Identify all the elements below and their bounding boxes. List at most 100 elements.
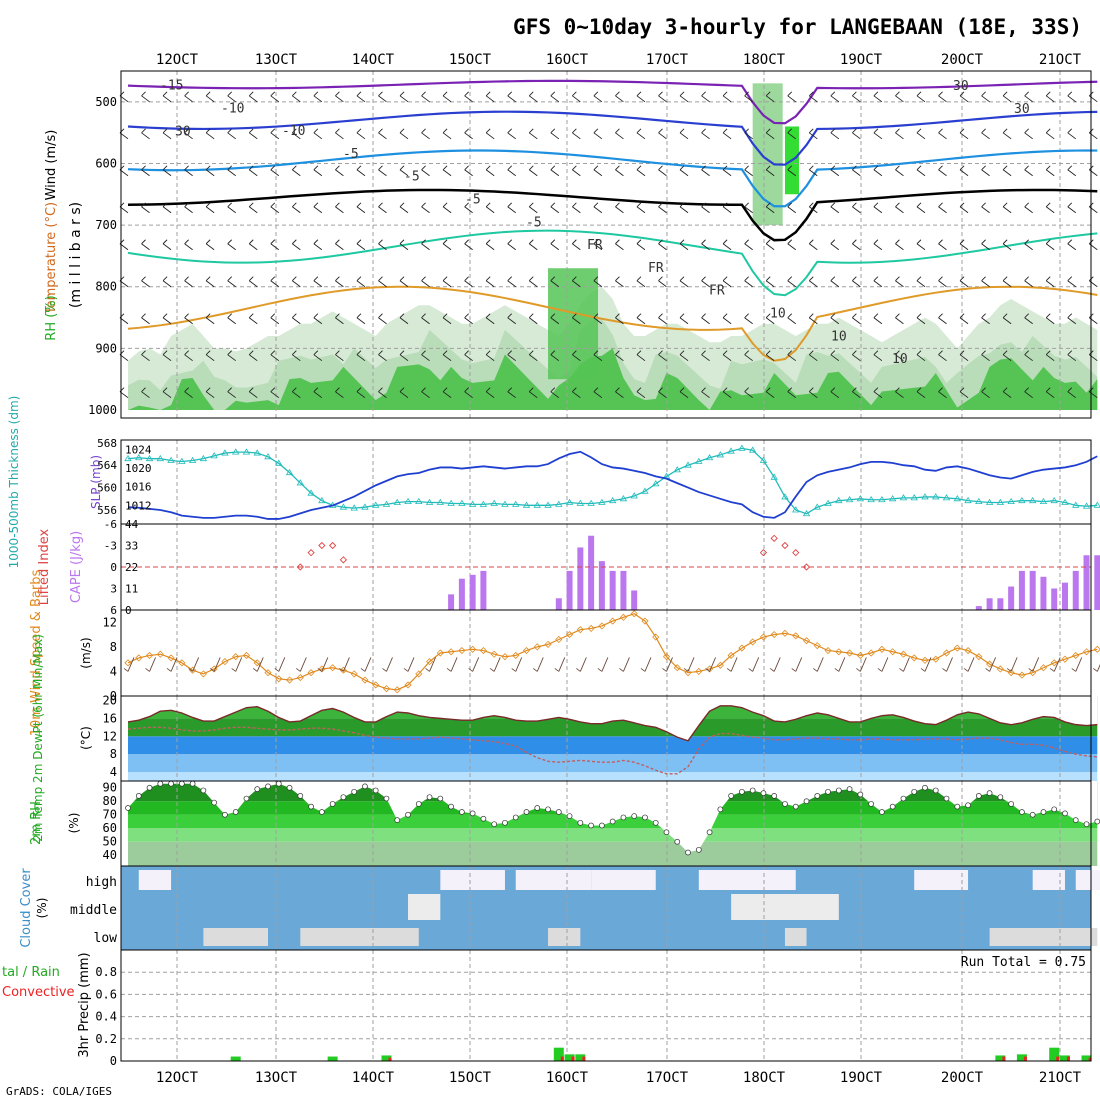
cloud-middle-block	[408, 894, 441, 920]
rh-point	[265, 783, 271, 790]
wind-speed-point	[1072, 651, 1080, 660]
wind-speed-point	[802, 637, 811, 645]
contour-label: FR	[709, 284, 725, 299]
cloud-level-label: high	[86, 875, 117, 890]
upper-wind-barb	[658, 276, 667, 288]
cloud-label: Cloud Cover	[19, 868, 34, 948]
upper-wind-barb	[421, 128, 430, 140]
upper-wind-barb	[313, 91, 323, 103]
cloud-middle-block	[774, 894, 839, 920]
wind-speed-point	[673, 664, 681, 672]
rh-point	[329, 801, 336, 807]
rh-point	[179, 780, 185, 787]
upper-wind-barb	[679, 91, 689, 103]
wind-barb	[748, 657, 760, 672]
slp-point	[253, 449, 261, 456]
rh-point	[491, 821, 498, 828]
wind-speed-point	[878, 645, 886, 653]
upper-wind-barb	[808, 128, 818, 140]
slp-point	[296, 479, 305, 486]
lifted-tick: 6	[110, 604, 117, 617]
rh-point	[631, 813, 638, 819]
upper-wind-barb	[830, 387, 840, 399]
rh-point	[771, 792, 778, 799]
upper-wind-barb	[292, 350, 301, 362]
rh-point	[426, 794, 433, 801]
cape-bar	[1008, 586, 1015, 610]
isotherm-minus10	[127, 110, 1098, 166]
upper-wind-barb	[1067, 128, 1077, 140]
rh-point	[868, 801, 874, 807]
slp-point	[533, 501, 541, 508]
upper-wind-barb	[808, 202, 818, 214]
wind-speed-point	[145, 651, 154, 660]
upper-wind-barb	[227, 313, 236, 325]
upper-wind-barb	[1024, 91, 1033, 103]
slp-point	[318, 496, 326, 504]
precip-convective-bar	[1088, 1057, 1092, 1061]
slp-point	[619, 495, 628, 502]
wind-speed-point	[964, 646, 972, 655]
cloud-low-block	[784, 928, 807, 946]
lifted-index-point	[318, 541, 326, 550]
wind-barb	[1071, 657, 1083, 672]
upper-wind-barb	[808, 239, 818, 251]
slp-point	[684, 461, 692, 468]
upper-wind-barb	[572, 202, 581, 214]
precip-tick: 0.6	[95, 987, 117, 1001]
upper-wind-barb	[658, 387, 667, 399]
rh-point	[523, 809, 530, 815]
upper-wind-barb	[593, 239, 603, 251]
wind-speed-point	[716, 661, 724, 669]
precip-convective-bar	[1023, 1056, 1027, 1061]
wind-barb	[532, 657, 544, 672]
cape-bar	[1029, 570, 1036, 610]
upper-wind-barb	[981, 202, 990, 214]
upper-wind-barb	[442, 387, 452, 399]
upper-wind-barb	[227, 128, 236, 140]
temp-tick: 4	[110, 765, 117, 779]
upper-wind-barb	[248, 202, 258, 214]
upper-y-tick: 1000	[88, 403, 117, 417]
upper-wind-barb	[679, 276, 689, 288]
upper-wind-barb	[270, 202, 280, 214]
wind-speed-point	[447, 648, 455, 656]
slp-point	[641, 487, 649, 494]
upper-wind-barb	[421, 202, 430, 214]
lifted-index-point	[328, 541, 337, 550]
contour-label: FR	[587, 238, 603, 253]
upper-wind-barb	[550, 91, 560, 103]
slp-point	[393, 498, 401, 505]
upper-wind-barb	[701, 91, 710, 103]
upper-wind-barb	[938, 202, 947, 214]
rh-point	[1083, 821, 1090, 828]
upper-wind-barb	[852, 350, 861, 362]
upper-wind-barb	[830, 165, 840, 177]
rh-tick: 60	[103, 821, 117, 835]
upper-wind-barb	[636, 350, 646, 362]
rh-point	[1072, 817, 1079, 823]
freezing-level-line	[127, 188, 1098, 242]
upper-wind-barb	[981, 387, 990, 399]
upper-wind-barb	[873, 387, 883, 399]
upper-wind-barb	[442, 276, 452, 288]
slp-point	[167, 456, 175, 463]
upper-wind-barb	[270, 128, 280, 140]
cloud-high-block	[1075, 870, 1100, 890]
wind-barb	[145, 657, 156, 672]
upper-wind-barb	[184, 276, 193, 288]
upper-wind-barb	[507, 165, 516, 177]
time-tick-top: 19OCT	[840, 52, 883, 68]
upper-wind-barb	[722, 239, 732, 251]
rh-streak-18oct	[752, 83, 783, 226]
rh-point	[340, 794, 347, 801]
wind-barb	[963, 657, 975, 672]
precip-total-bar	[1049, 1047, 1060, 1061]
wind-speed-point	[587, 624, 595, 632]
upper-wind-barb	[615, 202, 624, 214]
upper-wind-barb	[701, 128, 710, 140]
rh-point	[125, 805, 131, 811]
upper-wind-barb	[421, 387, 430, 399]
rh-unit: (%)	[67, 813, 81, 834]
upper-wind-barb	[1045, 350, 1055, 362]
